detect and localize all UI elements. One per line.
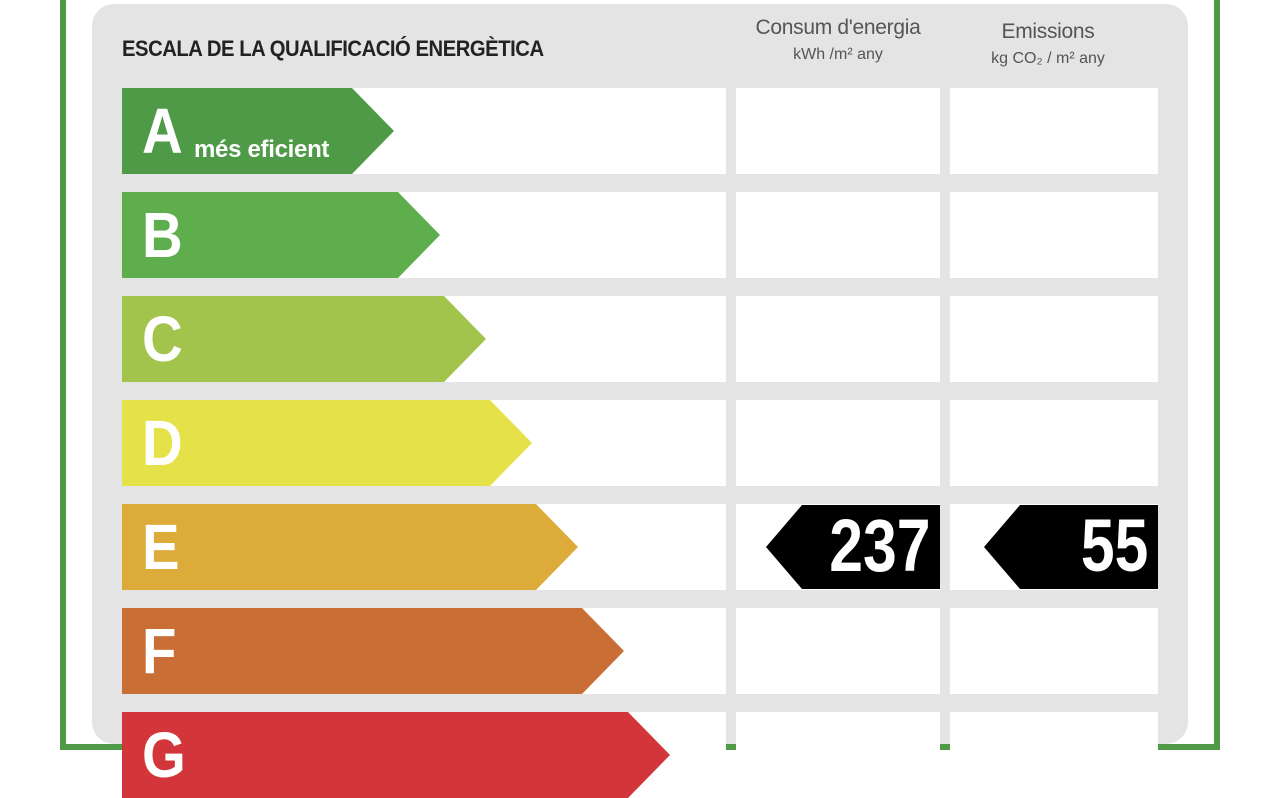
- emissions-cell-a: [950, 88, 1158, 174]
- class-letter-e: E: [142, 511, 180, 583]
- energy-value-tag-shape: [766, 505, 940, 589]
- class-letter-g: G: [142, 719, 186, 791]
- class-arrow-d: [122, 400, 532, 486]
- class-arrow-b: [122, 192, 440, 278]
- emissions-value: 55: [1080, 504, 1148, 587]
- class-letter-d: D: [142, 407, 183, 479]
- class-bar-cell-f: F: [122, 608, 726, 694]
- class-bar-cell-g: G: [122, 712, 726, 798]
- emissions-cell-d: [950, 400, 1158, 486]
- class-arrow-shape-b: [122, 192, 440, 278]
- emissions-value-tag: [984, 505, 1158, 589]
- class-row-c: C: [122, 296, 1158, 382]
- class-arrow-f: [122, 608, 624, 694]
- class-arrow-c: [122, 296, 486, 382]
- class-row-e: E 237 55: [122, 504, 1158, 590]
- class-letter-f: F: [142, 615, 177, 687]
- emissions-value-tag-shape: [984, 505, 1158, 589]
- class-arrow-shape-f: [122, 608, 624, 694]
- class-arrow-g: [122, 712, 670, 798]
- class-sublabel-a: més eficient: [194, 136, 330, 163]
- emissions-cell-e: 55: [950, 504, 1158, 590]
- class-bar-cell-e: E: [122, 504, 726, 590]
- energy-cell-a: [736, 88, 940, 174]
- class-arrow-shape-g: [122, 712, 670, 798]
- class-bar-cell-c: C: [122, 296, 726, 382]
- class-arrow-shape-e: [122, 504, 578, 590]
- class-letter-c: C: [142, 303, 183, 375]
- class-arrow-a: [122, 88, 394, 174]
- class-row-b: B: [122, 192, 1158, 278]
- energy-cell-c: [736, 296, 940, 382]
- energy-column-unit: kWh /m² any: [793, 46, 883, 63]
- energy-cell-f: [736, 608, 940, 694]
- energy-value-tag: [766, 505, 940, 589]
- class-arrow-shape-a: [122, 88, 394, 174]
- energy-cell-e: 237: [736, 504, 940, 590]
- class-bar-cell-b: B: [122, 192, 726, 278]
- class-letter-b: B: [142, 199, 183, 271]
- emissions-column-header: Emissions kg CO₂ / m² any: [950, 20, 1146, 68]
- class-row-d: D: [122, 400, 1158, 486]
- emissions-column-unit: kg CO₂ / m² any: [991, 50, 1105, 67]
- class-row-f: F: [122, 608, 1158, 694]
- energy-column-heading: Consum d'energia: [755, 16, 921, 39]
- emissions-cell-f: [950, 608, 1158, 694]
- emissions-cell-c: [950, 296, 1158, 382]
- energy-cell-b: [736, 192, 940, 278]
- class-arrow-shape-d: [122, 400, 532, 486]
- class-bar-cell-d: D: [122, 400, 726, 486]
- energy-cell-g: [736, 712, 940, 798]
- class-arrow-shape-c: [122, 296, 486, 382]
- emissions-column-heading: Emissions: [1001, 20, 1095, 43]
- energy-column-header: Consum d'energia kWh /m² any: [736, 16, 940, 64]
- class-row-g: G: [122, 712, 1158, 798]
- energy-cell-d: [736, 400, 940, 486]
- class-arrow-e: [122, 504, 578, 590]
- emissions-cell-g: [950, 712, 1158, 798]
- label-title: ESCALA DE LA QUALIFICACIÓ ENERGÈTICA: [122, 36, 544, 61]
- emissions-cell-b: [950, 192, 1158, 278]
- energy-value: 237: [828, 504, 930, 587]
- class-letter-a: A: [142, 95, 183, 167]
